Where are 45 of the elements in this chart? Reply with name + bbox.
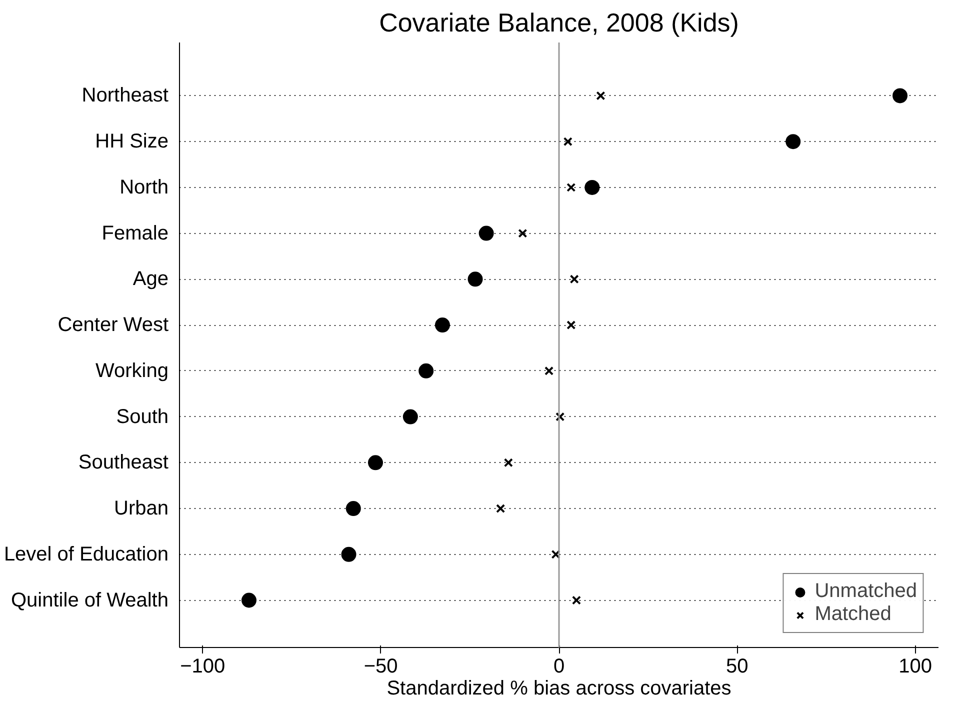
x-tick-label: −100 <box>180 656 226 678</box>
y-tick-label: Level of Education <box>4 543 168 566</box>
x-tick-label: −50 <box>364 656 398 678</box>
y-tick-label: Northeast <box>82 84 169 107</box>
point <box>551 550 560 559</box>
point <box>368 455 383 470</box>
y-tick-label: HH Size <box>95 130 169 153</box>
chart-title: Covariate Balance, 2008 (Kids) <box>379 8 739 38</box>
x-tick-label: 100 <box>898 656 932 678</box>
legend-label: Unmatched <box>814 580 917 603</box>
point <box>556 412 565 422</box>
y-tick-label: Female <box>102 222 169 244</box>
point <box>434 318 450 333</box>
y-tick-label: Age <box>132 268 169 290</box>
legend-label: Matched <box>814 603 892 626</box>
y-tick-label: Quintile of Wealth <box>11 589 169 612</box>
point <box>572 596 581 605</box>
point <box>570 274 579 284</box>
x-axis-title: Standardized % bias across covariates <box>386 678 732 700</box>
point <box>346 501 361 516</box>
point <box>563 137 572 146</box>
point <box>504 458 513 468</box>
point <box>478 226 494 241</box>
point <box>596 91 606 100</box>
point <box>786 134 801 150</box>
point <box>341 546 356 562</box>
point <box>566 182 576 192</box>
y-tick-label: Urban <box>114 498 169 520</box>
point <box>518 228 528 238</box>
point <box>544 366 554 376</box>
y-tick-label: Center West <box>58 314 169 336</box>
y-tick-label: Working <box>96 360 169 382</box>
x-tick-label: 50 <box>726 656 748 678</box>
point <box>402 409 418 424</box>
point <box>241 592 256 608</box>
point <box>496 504 506 514</box>
point <box>892 88 908 104</box>
point <box>468 272 483 287</box>
point <box>584 180 600 195</box>
y-tick-label: South <box>116 406 168 428</box>
y-tick-label: North <box>120 176 168 198</box>
point <box>566 320 576 330</box>
x-tick-label: 0 <box>553 656 565 678</box>
y-tick-label: Southeast <box>78 452 169 474</box>
point <box>418 363 434 378</box>
